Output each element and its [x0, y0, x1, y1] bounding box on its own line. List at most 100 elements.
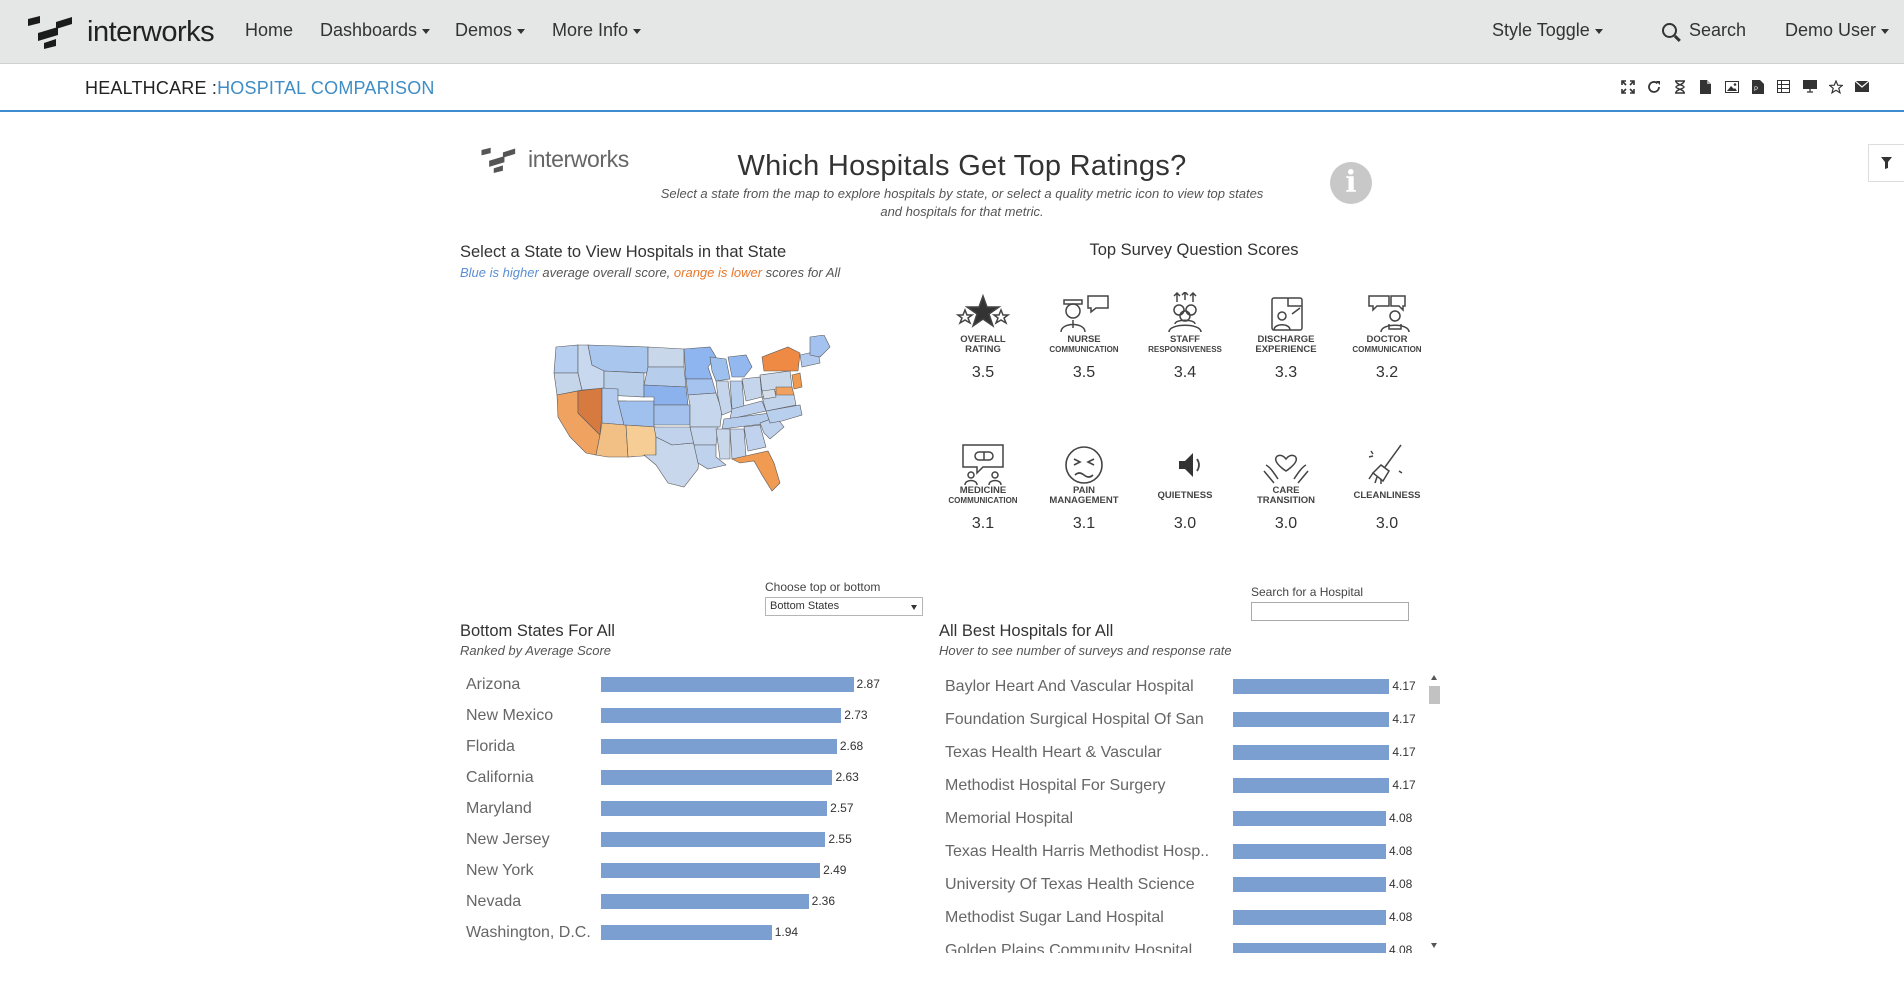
metric-label-line2: EXPERIENCE: [1255, 344, 1317, 355]
hospital-search-input[interactable]: [1251, 602, 1409, 621]
metric-label: PAIN MANAGEMENT: [1034, 485, 1134, 507]
metric-discharge-experience[interactable]: DISCHARGE EXPERIENCE 3.3: [1236, 292, 1336, 382]
bar-category-label: Arizona: [466, 675, 521, 693]
bar-row[interactable]: Texas Health Heart & Vascular 4.17: [945, 737, 1425, 768]
bar-row[interactable]: University Of Texas Health Science 4.08: [945, 869, 1425, 900]
bar-row[interactable]: New Mexico 2.73: [466, 700, 926, 731]
metric-pain-management[interactable]: PAIN MANAGEMENT 3.1: [1034, 443, 1134, 533]
presentation-icon[interactable]: [1801, 78, 1818, 95]
bar-row[interactable]: Washington, D.C. 1.94: [466, 917, 926, 948]
bar-row[interactable]: Memorial Hospital 4.08: [945, 803, 1425, 834]
bar-mark[interactable]: [1233, 679, 1390, 694]
metric-cleanliness[interactable]: CLEANLINESS 3.0: [1337, 443, 1437, 533]
hospitals-bar-chart: Baylor Heart And Vascular Hospital 4.17 Fo…: [940, 670, 1442, 953]
dashboard-logo-text: interworks: [528, 146, 629, 172]
nav-user-menu[interactable]: Demo User: [1785, 20, 1890, 41]
fullscreen-icon[interactable]: [1619, 78, 1636, 95]
bar-row[interactable]: Methodist Sugar Land Hospital 4.08: [945, 902, 1425, 933]
doctor-icon: [1368, 295, 1410, 333]
bar-mark[interactable]: [1233, 745, 1390, 760]
bar-row[interactable]: New York 2.49: [466, 855, 926, 886]
bar-row[interactable]: Baylor Heart And Vascular Hospital 4.17: [945, 671, 1425, 702]
scroll-thumb[interactable]: [1429, 686, 1440, 704]
bar-row[interactable]: Florida 2.68: [466, 731, 926, 762]
nav-dashboards[interactable]: Dashboards: [320, 20, 431, 41]
bar-mark[interactable]: [601, 677, 854, 692]
metric-value: 3.5: [1072, 364, 1096, 381]
nav-demos[interactable]: Demos: [455, 20, 526, 41]
quietness-icon: [1179, 453, 1200, 477]
crosstab-icon[interactable]: [1775, 78, 1792, 95]
bar-mark[interactable]: [601, 770, 833, 785]
scroll-down-icon[interactable]: [1431, 943, 1437, 948]
chevron-down-icon: [1881, 28, 1890, 34]
bar-mark[interactable]: [1233, 844, 1386, 859]
metric-label-line2: MANAGEMENT: [1049, 495, 1119, 506]
bar-mark[interactable]: [601, 832, 826, 847]
star-icon[interactable]: [1827, 78, 1844, 95]
filter-panel-toggle[interactable]: [1868, 144, 1904, 182]
bar-mark[interactable]: [601, 801, 828, 816]
metric-label-line1: CLEANLINESS: [1353, 490, 1421, 501]
scroll-up-icon[interactable]: [1431, 675, 1437, 680]
dashboard-title: Which Hospitals Get Top Ratings?: [737, 150, 1187, 182]
nav-search[interactable]: Search: [1662, 20, 1746, 41]
hospitals-scrollbar[interactable]: [1427, 670, 1442, 953]
bar-row[interactable]: Golden Plains Community Hospital 4.08: [945, 935, 1425, 953]
metric-value: 3.1: [1072, 515, 1096, 532]
bar-row[interactable]: Maryland 2.57: [466, 793, 926, 824]
metric-value: 3.3: [1274, 364, 1298, 381]
bar-row[interactable]: Texas Health Harris Methodist Hosp.. 4.08: [945, 836, 1425, 867]
metric-medicine-communication[interactable]: MEDICINE COMMUNICATION 3.1: [933, 443, 1033, 533]
metric-label-line2: COMMUNICATION: [1049, 345, 1119, 354]
metric-label: OVERALL RATING: [933, 334, 1033, 356]
svg-text:P: P: [1754, 87, 1758, 93]
bar-row[interactable]: California 2.63: [466, 762, 926, 793]
metric-doctor-communication[interactable]: DOCTOR COMMUNICATION 3.2: [1337, 292, 1437, 382]
bar-row[interactable]: Methodist Hospital For Surgery 4.17: [945, 770, 1425, 801]
bar-row[interactable]: Arizona 2.87: [466, 669, 926, 700]
metric-staff-responsiveness[interactable]: STAFF RESPONSIVENESS 3.4: [1135, 292, 1235, 382]
page-header: HEALTHCARE :HOSPITAL COMPARISON P: [0, 64, 1904, 112]
nurse-icon: [1060, 295, 1109, 333]
bar-mark[interactable]: [601, 925, 772, 940]
nav-more-info[interactable]: More Info: [552, 20, 642, 41]
metric-quietness[interactable]: QUIETNESS 3.0: [1135, 443, 1235, 533]
care-transition-icon: [1263, 454, 1309, 484]
metric-label-line1: NURSE: [1067, 334, 1101, 345]
bar-mark[interactable]: [1233, 910, 1386, 925]
hourglass-icon[interactable]: [1671, 78, 1688, 95]
bar-mark[interactable]: [1233, 943, 1386, 953]
bar-mark[interactable]: [1233, 712, 1390, 727]
metric-overall-rating[interactable]: OVERALL RATING 3.5: [933, 292, 1033, 382]
nav-home[interactable]: Home: [245, 20, 294, 40]
top-bottom-select[interactable]: Bottom States: [765, 597, 923, 616]
brand-logo[interactable]: interworks: [26, 15, 215, 49]
document-icon[interactable]: [1697, 78, 1714, 95]
bar-mark[interactable]: [1233, 877, 1386, 892]
bar-row[interactable]: Nevada 2.36: [466, 886, 926, 917]
bar-mark[interactable]: [1233, 811, 1386, 826]
us-state-map[interactable]: [548, 335, 838, 495]
hospitals-panel-subtitle: Hover to see number of surveys and respo…: [939, 643, 1232, 658]
bar-mark[interactable]: [601, 739, 837, 754]
refresh-icon[interactable]: [1645, 78, 1662, 95]
bar-row[interactable]: New Jersey 2.55: [466, 824, 926, 855]
bar-value-label: 2.55: [828, 832, 852, 846]
info-icon[interactable]: i: [1330, 162, 1372, 204]
bar-mark[interactable]: [1233, 778, 1390, 793]
metric-label: DOCTOR COMMUNICATION: [1337, 334, 1437, 356]
bar-mark[interactable]: [601, 863, 821, 878]
bar-mark[interactable]: [601, 894, 809, 909]
bar-row[interactable]: Foundation Surgical Hospital Of San 4.17: [945, 704, 1425, 735]
nav-style-toggle[interactable]: Style Toggle: [1492, 20, 1603, 41]
email-icon[interactable]: [1853, 78, 1870, 95]
image-icon[interactable]: [1723, 78, 1740, 95]
pdf-icon[interactable]: P: [1749, 78, 1766, 95]
bar-mark[interactable]: [601, 708, 842, 723]
metric-nurse-communication[interactable]: NURSE COMMUNICATION 3.5: [1034, 292, 1134, 382]
metric-value: 3.5: [971, 364, 995, 381]
metric-care-transition[interactable]: CARE TRANSITION 3.0: [1236, 443, 1336, 533]
interworks-logo-icon: [481, 147, 516, 173]
interworks-logo-icon: [28, 16, 72, 49]
